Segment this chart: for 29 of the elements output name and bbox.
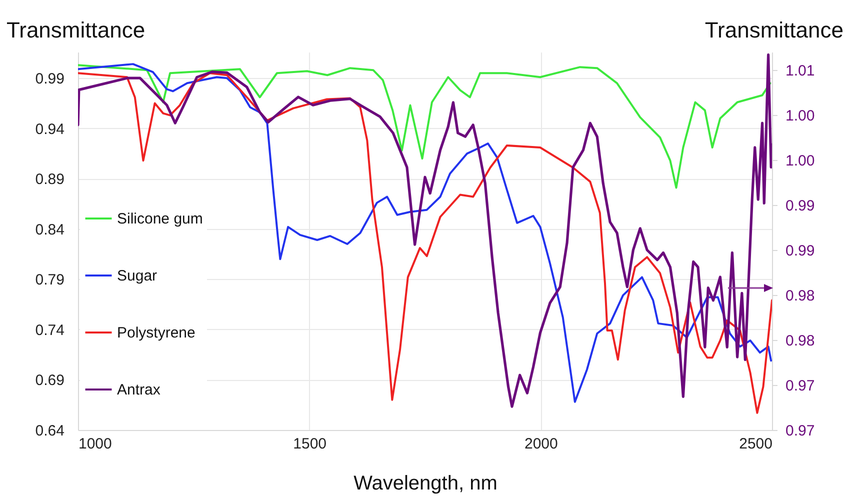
- x-axis-title: Wavelength, nm: [354, 472, 498, 494]
- y2-tick-label: 0.99: [786, 242, 815, 260]
- y-tick-label: 0.74: [35, 322, 64, 339]
- y2-axis-title: Transmittance: [704, 18, 844, 42]
- legend-label: Sugar: [117, 268, 158, 284]
- y-tick-label: 0.69: [35, 372, 64, 390]
- y-tick-label: 0.94: [35, 120, 64, 138]
- y2-tick-label: 0.97: [786, 422, 815, 440]
- y2-tick-label: 1.01: [786, 62, 815, 80]
- x-tick-label: 2000: [524, 436, 558, 452]
- x-tick-label: 1000: [78, 436, 112, 452]
- legend-label: Silicone gum: [117, 210, 203, 228]
- y-tick-label: 0.79: [35, 272, 64, 289]
- y2-tick-label: 0.98: [786, 288, 815, 304]
- y2-tick-label: 1.00: [786, 152, 815, 170]
- x-tick-label: 1500: [293, 436, 327, 452]
- y-tick-label: 0.84: [35, 221, 64, 238]
- y2-tick-label: 0.97: [786, 378, 815, 394]
- legend-label: Polystyrene: [117, 324, 196, 342]
- y-tick-label: 0.99: [35, 70, 64, 88]
- y-tick-label: 0.64: [35, 422, 64, 440]
- legend-label: Antrax: [117, 382, 161, 398]
- y2-tick-label: 0.99: [786, 198, 815, 214]
- y-axis-title: Transmittance: [6, 18, 146, 42]
- x-tick-label: 2500: [739, 436, 772, 452]
- y2-tick-label: 0.98: [786, 332, 815, 350]
- y-tick-label: 0.89: [35, 171, 64, 188]
- line-series: [78, 64, 772, 189]
- y2-tick-label: 1.00: [786, 108, 815, 124]
